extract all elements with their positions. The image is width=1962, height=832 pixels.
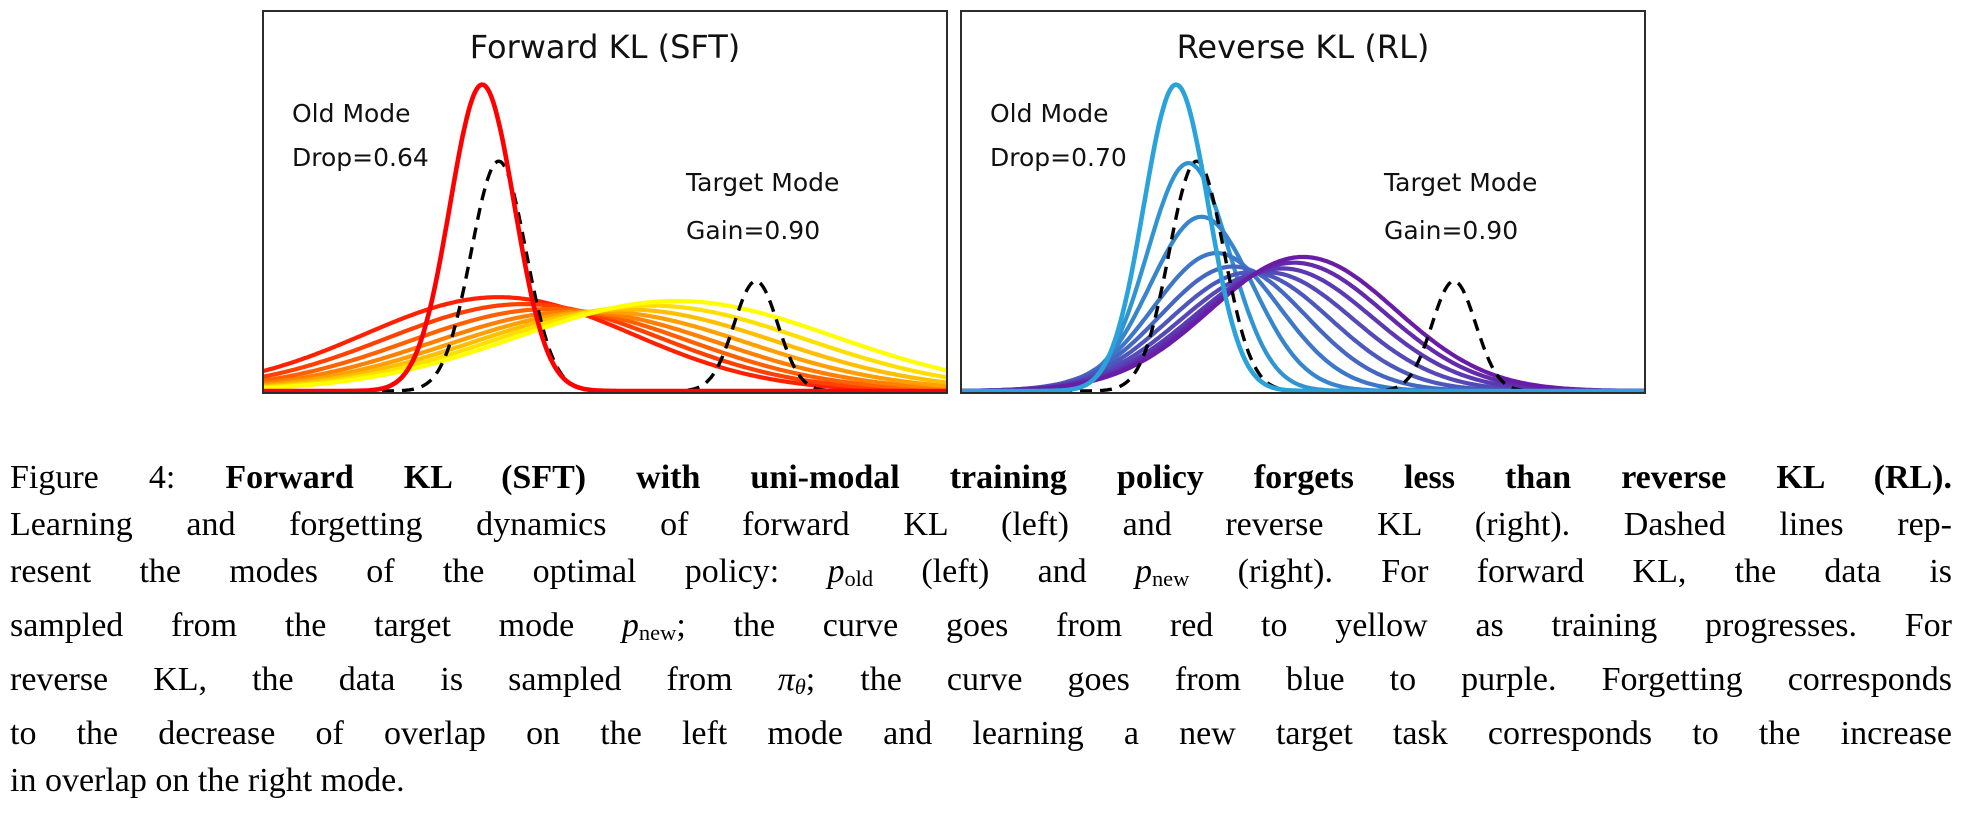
optimal-policy-dashed-curve — [960, 159, 1646, 393]
plot-title: Forward KL (SFT) — [469, 28, 741, 66]
old-mode-annotation: Old Mode Drop=0.64 — [292, 92, 429, 180]
caption-line-2: Learning and forgetting dynamics of forw… — [10, 506, 1952, 543]
policy-curve-0 — [262, 82, 948, 394]
reverse-kl-plot: Reverse KL (RL) Old Mode Drop=0.70 Targe… — [960, 10, 1646, 394]
policy-curve-1 — [262, 295, 948, 393]
gain-value-label: Gain=0.90 — [686, 216, 821, 245]
policy-curve-0 — [960, 82, 1646, 394]
plot-frame — [262, 10, 948, 394]
caption-line-5: reverse KL, the data is sampled from πθ;… — [10, 661, 1952, 700]
reverse-kl-curves — [960, 82, 1646, 394]
target-mode-label: Target Mode — [686, 168, 840, 197]
forward-kl-plot: Forward KL (SFT) Old Mode Drop=0.64 Targ… — [262, 10, 948, 394]
policy-curve-5 — [960, 270, 1646, 394]
old-mode-annotation: Old Mode Drop=0.70 — [990, 92, 1127, 180]
target-mode-label: Target Mode — [1384, 168, 1538, 197]
policy-curve-1 — [960, 161, 1646, 394]
policy-curve-6 — [960, 270, 1646, 394]
target-mode-annotation: Target Mode Gain=0.90 — [1384, 159, 1537, 255]
policy-curve-2 — [960, 214, 1646, 394]
caption-line-1: Figure 4: Forward KL (SFT) with uni-moda… — [10, 459, 1952, 496]
old-mode-label: Old Mode — [292, 99, 411, 128]
drop-value-label: Drop=0.64 — [292, 143, 429, 172]
old-mode-label: Old Mode — [990, 99, 1109, 128]
policy-curve-4 — [960, 264, 1646, 394]
caption-line-7: in overlap on the right mode. — [10, 762, 405, 800]
plot-title: Reverse KL (RL) — [1176, 28, 1430, 66]
caption-line-6: to the decrease of overlap on the left m… — [10, 715, 1952, 753]
policy-curve-7 — [960, 266, 1646, 394]
policy-curve-8 — [262, 298, 948, 391]
target-mode-annotation: Target Mode Gain=0.90 — [686, 159, 839, 255]
caption-line-4: sampled from the target mode pnew; the c… — [10, 607, 1952, 646]
policy-curve-2 — [262, 302, 948, 393]
reverse-kl-chart — [960, 10, 1646, 394]
gain-value-label: Gain=0.90 — [1384, 216, 1519, 245]
caption-line-3: resent the modes of the optimal policy: … — [10, 553, 1952, 592]
plot-frame — [960, 10, 1646, 394]
policy-curve-9 — [960, 254, 1646, 393]
figure-caption: Figure 4: Forward KL (SFT) with uni-moda… — [10, 454, 1952, 804]
forward-kl-chart — [262, 10, 948, 394]
drop-value-label: Drop=0.70 — [990, 143, 1127, 172]
forward-kl-curves — [262, 82, 948, 394]
